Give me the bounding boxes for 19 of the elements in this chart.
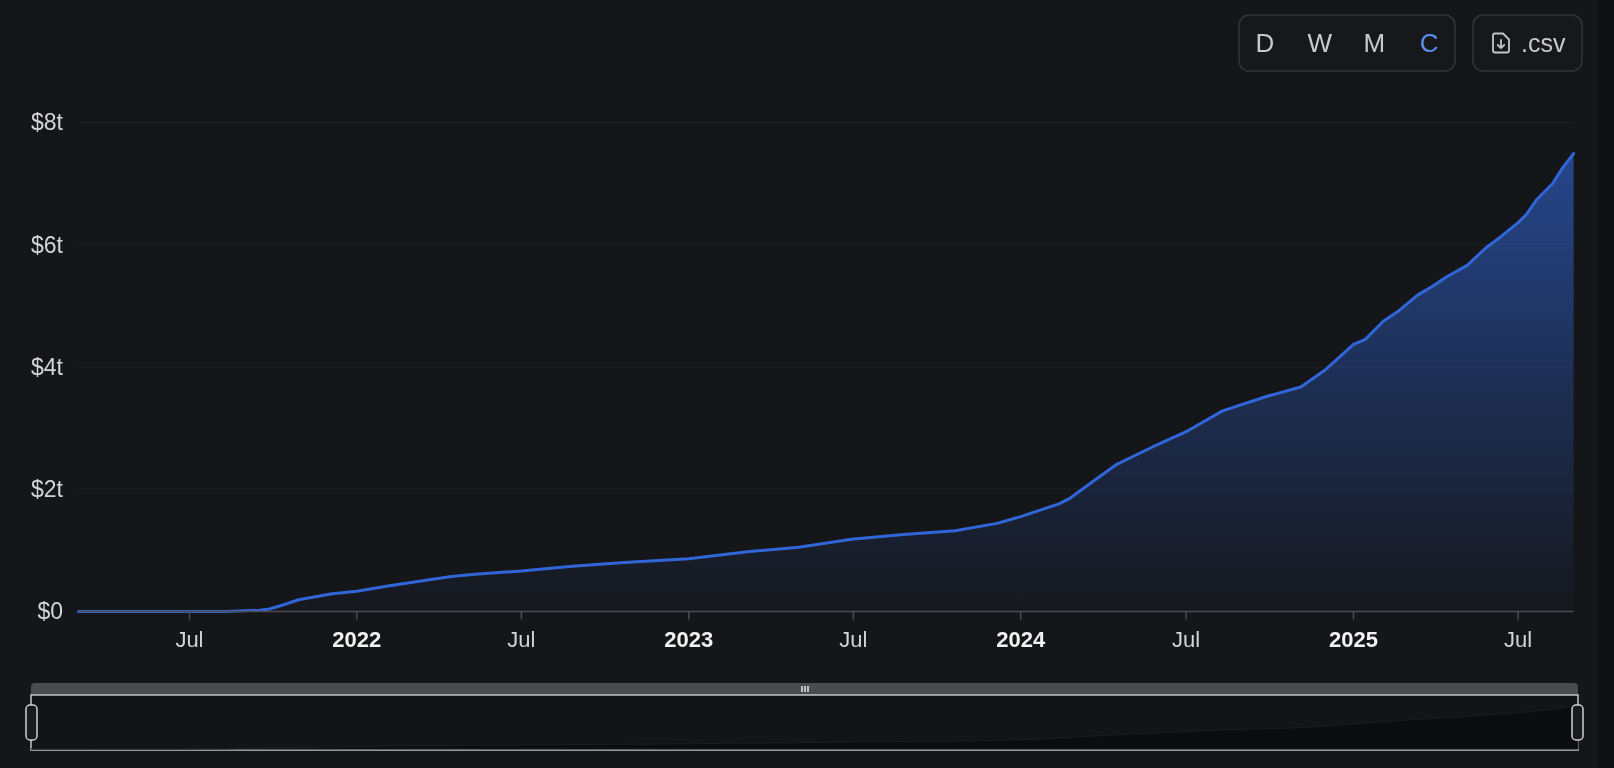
x-tick-label: 2024	[996, 627, 1046, 652]
text: D	[1255, 28, 1275, 59]
x-tick-label: Jul	[175, 627, 204, 652]
x-tick-label: 2023	[664, 627, 714, 652]
y-tick-label: $2t	[31, 476, 64, 503]
y-tick-label: $0	[37, 598, 63, 625]
text: W	[1307, 28, 1333, 59]
x-tick-label: 2022	[332, 627, 382, 652]
text: C	[1419, 28, 1439, 59]
y-tick-label: $8t	[31, 109, 64, 136]
x-tick-label: Jul	[507, 627, 536, 652]
x-tick-label: 2025	[1329, 627, 1378, 652]
text: M	[1363, 28, 1386, 59]
x-tick-label: Jul	[839, 627, 868, 652]
y-tick-label: $4t	[31, 353, 64, 380]
x-tick-label: Jul	[1172, 627, 1201, 652]
text: .csv	[1521, 28, 1566, 57]
y-tick-label: $6t	[31, 231, 64, 258]
x-tick-label: Jul	[1504, 627, 1533, 652]
